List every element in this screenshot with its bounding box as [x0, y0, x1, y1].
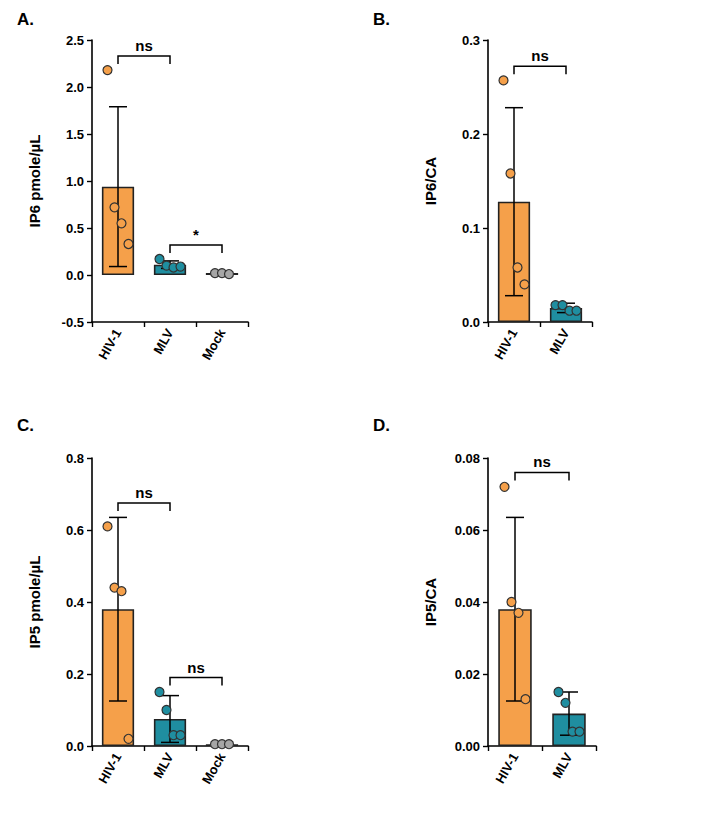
- svg-text:ns: ns: [533, 453, 551, 470]
- svg-text:0.6: 0.6: [66, 523, 84, 538]
- svg-text:IP5/CA: IP5/CA: [422, 578, 439, 627]
- svg-text:0.04: 0.04: [455, 595, 481, 610]
- svg-text:MLV: MLV: [150, 750, 176, 781]
- svg-text:ns: ns: [135, 484, 153, 501]
- svg-text:ns: ns: [135, 37, 153, 54]
- svg-text:C.: C.: [17, 416, 34, 435]
- svg-text:0.8: 0.8: [66, 451, 84, 466]
- svg-text:Mock: Mock: [199, 750, 229, 787]
- svg-text:0.06: 0.06: [455, 523, 480, 538]
- svg-text:ns: ns: [187, 659, 205, 676]
- svg-text:ns: ns: [531, 47, 549, 64]
- svg-text:IP5 pmole/µL: IP5 pmole/µL: [26, 556, 43, 649]
- svg-text:MLV: MLV: [150, 326, 176, 357]
- svg-text:HIV-1: HIV-1: [491, 326, 520, 362]
- svg-text:MLV: MLV: [546, 326, 572, 357]
- svg-text:-0.5: -0.5: [62, 315, 84, 330]
- svg-text:0.3: 0.3: [462, 33, 480, 48]
- svg-text:1.0: 1.0: [66, 174, 84, 189]
- svg-text:0.2: 0.2: [462, 127, 480, 142]
- svg-text:0.0: 0.0: [66, 268, 84, 283]
- svg-text:0.2: 0.2: [66, 667, 84, 682]
- svg-text:0.02: 0.02: [455, 667, 480, 682]
- svg-text:2.5: 2.5: [66, 33, 84, 48]
- svg-text:B.: B.: [373, 10, 390, 29]
- svg-text:1.5: 1.5: [66, 127, 84, 142]
- svg-text:HIV-1: HIV-1: [492, 750, 521, 786]
- svg-text:A.: A.: [17, 10, 34, 29]
- svg-text:0.00: 0.00: [455, 739, 480, 754]
- svg-text:*: *: [193, 226, 199, 243]
- svg-text:D.: D.: [373, 416, 390, 435]
- svg-text:2.0: 2.0: [66, 80, 84, 95]
- svg-text:0.1: 0.1: [462, 221, 480, 236]
- svg-text:0.5: 0.5: [66, 221, 84, 236]
- svg-text:0.4: 0.4: [66, 595, 85, 610]
- svg-text:HIV-1: HIV-1: [95, 750, 124, 786]
- svg-text:IP6/CA: IP6/CA: [422, 157, 439, 206]
- svg-text:MLV: MLV: [549, 750, 575, 781]
- svg-text:IP6 pmole/µL: IP6 pmole/µL: [26, 135, 43, 228]
- svg-text:0.0: 0.0: [66, 739, 84, 754]
- svg-text:0.0: 0.0: [462, 315, 480, 330]
- svg-text:HIV-1: HIV-1: [95, 326, 124, 362]
- svg-text:Mock: Mock: [199, 326, 229, 363]
- svg-text:0.08: 0.08: [455, 451, 480, 466]
